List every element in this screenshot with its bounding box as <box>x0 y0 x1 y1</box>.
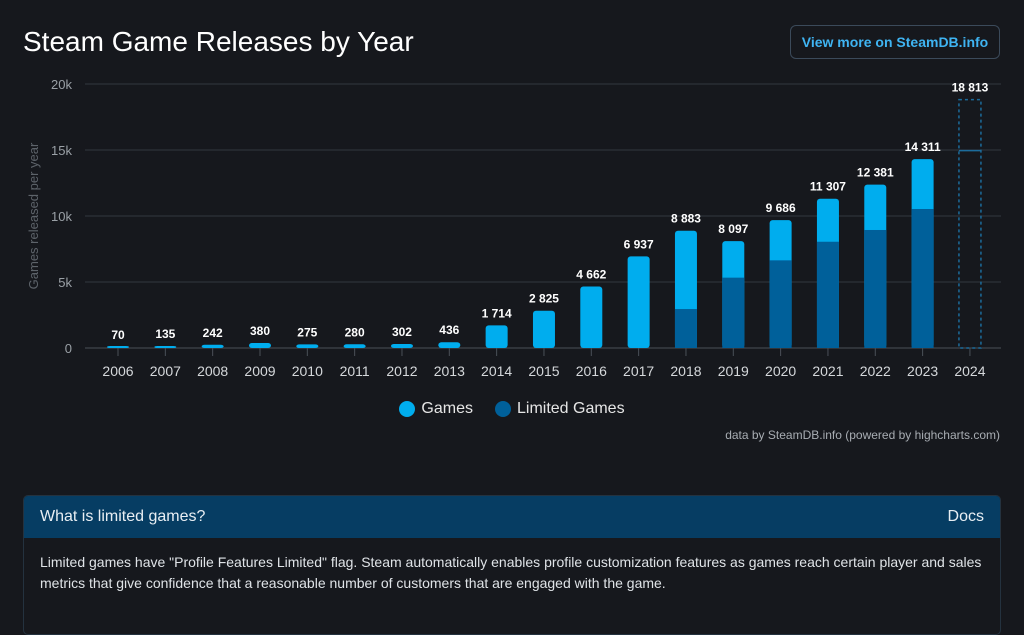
data-label: 18 813 <box>952 81 989 95</box>
data-label: 242 <box>203 326 223 340</box>
x-tick-label: 2022 <box>860 363 891 379</box>
data-label: 12 381 <box>857 166 894 180</box>
x-tick-label: 2017 <box>623 363 654 379</box>
legend-item-limited-games[interactable]: Limited Games <box>494 400 625 418</box>
data-label: 302 <box>392 325 412 339</box>
legend-limited-dot <box>494 401 511 417</box>
bar-games <box>201 344 224 348</box>
bar-games <box>580 286 603 348</box>
info-panel: What is limited games? Docs Limited game… <box>23 495 1001 635</box>
y-tick-label: 5k <box>58 275 72 290</box>
data-label: 14 311 <box>905 140 941 154</box>
data-label: 6 937 <box>624 237 654 251</box>
data-label: 135 <box>155 327 175 341</box>
bar-games <box>485 325 508 348</box>
y-tick-label: 10k <box>51 209 72 224</box>
x-tick-label: 2012 <box>386 363 417 379</box>
docs-link[interactable]: Docs <box>947 508 984 525</box>
y-tick-label: 0 <box>65 341 72 356</box>
bar-games <box>107 346 129 348</box>
panel-header: What is limited games? Docs <box>24 496 1000 538</box>
legend-games-dot <box>399 401 416 417</box>
view-more-button[interactable]: View more on SteamDB.info <box>790 25 1000 59</box>
panel-body: Limited games have "Profile Features Lim… <box>40 554 982 591</box>
y-axis-title: Games released per year <box>26 142 41 289</box>
data-label: 8 097 <box>718 222 748 236</box>
panel-title: What is limited games? <box>40 508 206 525</box>
data-label: 2 825 <box>529 292 559 306</box>
chart: 0 5k 10k 15k 20k Games released per year 2006 7… <box>26 77 1001 379</box>
bar-limited-games <box>911 209 934 348</box>
legend-label: Limited Games <box>516 400 625 417</box>
data-label: 275 <box>297 325 317 339</box>
x-tick-label: 2006 <box>102 363 133 379</box>
x-tick-label: 2015 <box>528 363 559 379</box>
x-tick-label: 2018 <box>670 363 701 379</box>
data-label: 380 <box>250 324 270 338</box>
data-label: 4 662 <box>576 267 606 281</box>
x-tick-label: 2024 <box>954 363 985 379</box>
data-label: 70 <box>111 328 125 342</box>
x-tick-label: 2020 <box>765 363 796 379</box>
x-tick-label: 2019 <box>718 363 749 379</box>
y-tick-label: 15k <box>51 143 72 158</box>
data-label: 11 307 <box>810 180 846 194</box>
bar-games <box>154 346 177 348</box>
data-label: 9 686 <box>766 201 796 215</box>
page-title: Steam Game Releases by Year <box>23 26 414 57</box>
y-tick-label: 20k <box>51 77 72 92</box>
x-tick-label: 2010 <box>292 363 323 379</box>
legend-item-games[interactable]: Games <box>399 400 473 418</box>
x-tick-label: 2007 <box>150 363 181 379</box>
legend: Games Limited Games <box>0 400 1024 418</box>
bar-games <box>390 344 413 348</box>
bar-limited-games <box>816 241 839 348</box>
x-tick-label: 2009 <box>244 363 275 379</box>
x-tick-label: 2013 <box>434 363 465 379</box>
bar-limited-games <box>674 309 697 348</box>
bar-games <box>343 344 366 348</box>
bar-games <box>296 344 319 348</box>
bar-games <box>532 310 555 348</box>
bar-limited-games <box>769 260 792 348</box>
x-tick-label: 2023 <box>907 363 938 379</box>
data-label: 436 <box>439 323 459 337</box>
projected-bar <box>958 98 982 349</box>
data-label: 8 883 <box>671 212 701 226</box>
bar-games <box>627 256 650 348</box>
bar-games <box>248 342 271 348</box>
x-tick-label: 2014 <box>481 363 512 379</box>
data-label: 280 <box>345 325 365 339</box>
legend-label: Games <box>421 400 473 417</box>
chart-credit[interactable]: data by SteamDB.info (powered by highcha… <box>725 428 1000 442</box>
data-label: 1 714 <box>482 306 512 320</box>
x-tick-label: 2016 <box>576 363 607 379</box>
bar-games <box>438 342 461 348</box>
bar-limited-games <box>864 229 887 348</box>
x-tick-label: 2008 <box>197 363 228 379</box>
bar-limited-games <box>722 277 745 348</box>
x-tick-label: 2021 <box>812 363 843 379</box>
x-tick-label: 2011 <box>340 363 370 379</box>
